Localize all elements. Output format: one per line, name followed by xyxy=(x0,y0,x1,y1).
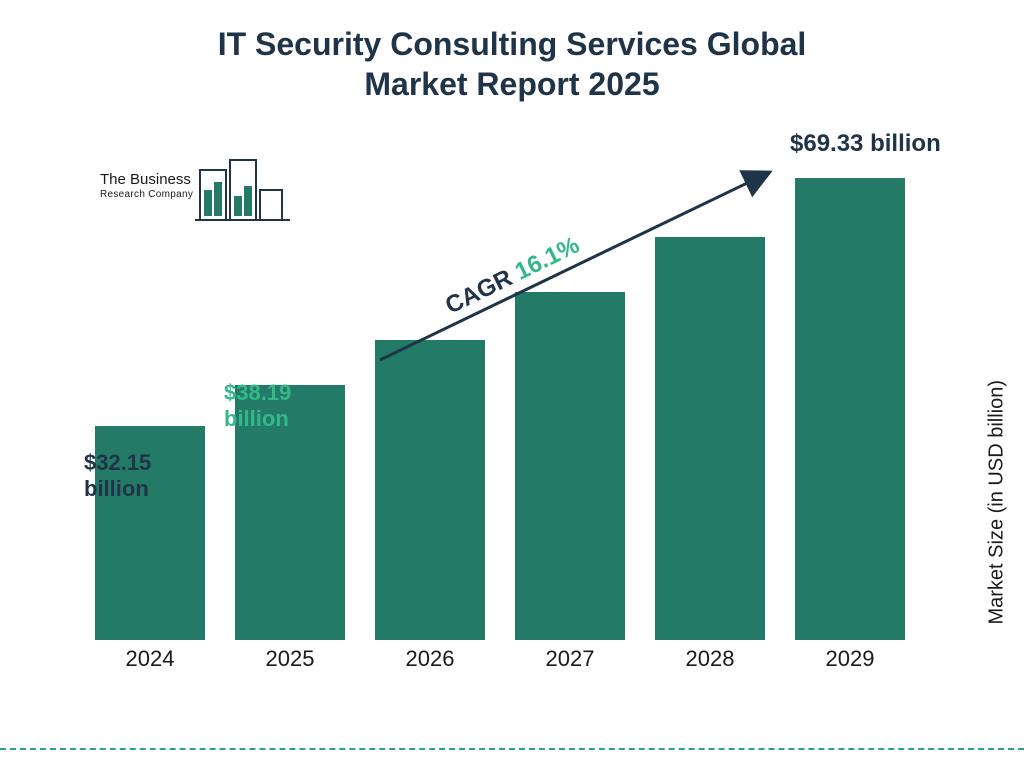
bar-slot xyxy=(790,178,910,640)
bar-slot xyxy=(650,237,770,640)
value-label: $32.15billion xyxy=(84,450,151,503)
bar xyxy=(795,178,905,640)
bar-slot xyxy=(510,292,630,640)
value-label: $38.19billion xyxy=(224,380,291,433)
x-tick-label: 2024 xyxy=(90,646,210,672)
value-label: $69.33 billion xyxy=(790,130,941,159)
x-tick-label: 2025 xyxy=(230,646,350,672)
bar xyxy=(515,292,625,640)
bar-container xyxy=(80,140,920,640)
x-tick-label: 2029 xyxy=(790,646,910,672)
bar xyxy=(655,237,765,640)
bar xyxy=(375,340,485,640)
chart-title: IT Security Consulting Services Global M… xyxy=(0,0,1024,104)
chart-area: 2024 2025 2026 2027 2028 2029 xyxy=(80,140,920,680)
x-axis-labels: 2024 2025 2026 2027 2028 2029 xyxy=(80,646,920,680)
x-tick-label: 2027 xyxy=(510,646,630,672)
bar-slot xyxy=(370,340,490,640)
chart-title-line1: IT Security Consulting Services Global xyxy=(0,24,1024,64)
chart-title-line2: Market Report 2025 xyxy=(0,64,1024,104)
bottom-divider xyxy=(0,748,1024,750)
y-axis-label: Market Size (in USD billion) xyxy=(986,380,1009,625)
x-tick-label: 2028 xyxy=(650,646,770,672)
x-tick-label: 2026 xyxy=(370,646,490,672)
